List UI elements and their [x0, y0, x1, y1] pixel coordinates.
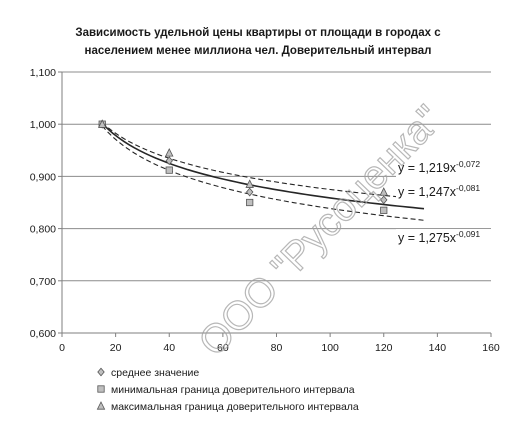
legend: среднее значение минимальная граница дове… [96, 367, 359, 413]
x-tick-label-3: 60 [217, 342, 229, 354]
trend-equation-2: y = 1,247x-0,081 [398, 183, 480, 199]
chart-title-line-1: Зависимость удельной цены квартиры от пл… [75, 27, 441, 39]
y-tick-label-1: 0,700 [30, 276, 56, 288]
trend-equation-bg-2 [396, 183, 500, 201]
legend-marker-3 [96, 401, 106, 410]
legend-label-2: минимальная граница доверительного интер… [111, 384, 355, 396]
legend-label-3: максимальная граница доверительного инте… [111, 401, 359, 413]
data-point-s3-1 [97, 119, 107, 128]
x-tick-label-6: 120 [375, 342, 393, 354]
x-tick-label-2: 40 [163, 342, 175, 354]
trend-equation-bg-1 [396, 159, 500, 177]
axes [58, 71, 492, 337]
trendline-3 [101, 125, 425, 221]
trend-equation-bg-3 [396, 229, 500, 247]
tick-labels: 0,600 0,700 0,800 0,900 1,000 1,100 0 20 40 60 80 1… [30, 67, 500, 354]
x-tick-label-5: 100 [321, 342, 339, 354]
data-point-s2-4 [380, 206, 388, 214]
x-tick-label-0: 0 [59, 342, 65, 354]
y-tick-label-5: 1,100 [30, 67, 56, 79]
trend-equations: y = 1,219x-0,072 y = 1,247x-0,081 y = 1,27… [396, 159, 500, 247]
trend-equation-base-3: y = 1,275x [398, 231, 457, 245]
trendline-2 [101, 122, 425, 210]
data-point-s3-2 [165, 148, 174, 157]
y-tick-label-2: 0,800 [30, 224, 56, 236]
data-point-s1-4 [380, 195, 388, 205]
legend-marker-2 [97, 385, 105, 393]
y-tick-label-0: 0,600 [30, 328, 56, 340]
x-tick-label-8: 160 [482, 342, 500, 354]
data-point-s2-3 [246, 198, 254, 207]
trendlines [101, 122, 425, 221]
trend-equation-base-1: y = 1,219x [398, 161, 457, 175]
trend-equation-exponent-3: -0,091 [456, 229, 480, 239]
gridlines [62, 71, 491, 282]
x-tick-label-1: 20 [110, 342, 122, 354]
data-point-s1-2 [165, 156, 173, 166]
data-point-s3-4 [379, 187, 388, 196]
trend-equation-exponent-1: -0,072 [456, 159, 480, 169]
data-point-s3-3 [245, 179, 254, 188]
y-tick-label-4: 1,000 [30, 119, 56, 131]
trendline-1 [101, 122, 425, 200]
trend-equation-1: y = 1,219x-0,072 [398, 159, 480, 175]
chart-title-line-2: населением менее миллиона чел. Доверител… [85, 45, 432, 57]
x-tick-label-4: 80 [271, 342, 283, 354]
data-points [97, 119, 388, 214]
legend-label-1: среднее значение [111, 367, 199, 379]
data-point-s2-2 [165, 166, 173, 174]
trend-equation-base-2: y = 1,247x [398, 185, 457, 199]
data-point-s1-3 [245, 187, 254, 197]
trend-equation-3: y = 1,275x-0,091 [398, 229, 480, 245]
x-tick-label-7: 140 [429, 342, 447, 354]
legend-marker-1 [97, 367, 105, 377]
trend-equation-exponent-2: -0,081 [456, 183, 480, 193]
y-tick-label-3: 0,900 [30, 171, 56, 183]
